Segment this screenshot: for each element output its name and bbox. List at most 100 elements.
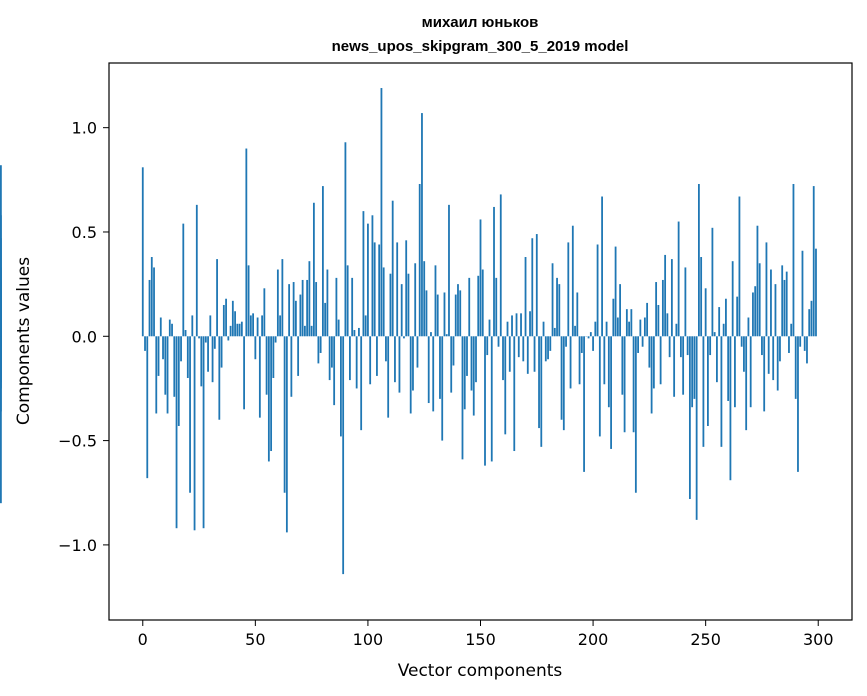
bar-259: [725, 298, 727, 337]
bar-42: [236, 323, 239, 337]
bar-85: [333, 336, 336, 406]
bar-187: [562, 336, 565, 431]
bar-221: [639, 319, 642, 337]
bar-278: [767, 336, 770, 374]
bar-undefined: [0, 336, 2, 504]
bar-13: [171, 323, 173, 337]
x-axis-label: Vector components: [398, 661, 563, 681]
bar-180: [547, 336, 549, 360]
bar-78: [317, 336, 320, 364]
bar-264: [736, 296, 739, 337]
bar-146: [470, 336, 473, 391]
bar-251: [707, 336, 709, 426]
bar-295: [806, 336, 808, 364]
bar-195: [580, 336, 583, 353]
chart-subtitle: news_upos_skipgram_300_5_2019 model: [332, 38, 629, 55]
bar-232: [664, 254, 667, 337]
bar-67: [292, 282, 295, 337]
bar-23: [193, 336, 196, 531]
bar-69: [297, 336, 300, 376]
bar-59: [274, 336, 277, 343]
bar-225: [648, 336, 651, 368]
bar-57: [270, 336, 273, 452]
bar-34: [218, 336, 221, 420]
bar-214: [623, 336, 626, 433]
bar-297: [810, 300, 813, 337]
bar-280: [772, 336, 775, 381]
bar-19: [184, 330, 187, 337]
bar-29: [207, 336, 209, 372]
bar-5: [153, 267, 155, 337]
bar-254: [713, 332, 716, 337]
bar-294: [803, 336, 806, 351]
bar-44: [240, 321, 243, 337]
bar-218: [632, 336, 635, 433]
bar-0: [141, 167, 144, 337]
bar-122: [416, 336, 419, 368]
bar-87: [337, 319, 340, 337]
bar-164: [511, 315, 513, 337]
bar-134: [443, 292, 446, 337]
bar-158: [497, 336, 500, 347]
bar-48: [249, 315, 252, 337]
y-axis-label: Components values: [14, 257, 34, 425]
bar-260: [727, 336, 730, 401]
bar-270: [749, 336, 752, 408]
bar-230: [659, 336, 662, 385]
bar-51: [256, 317, 259, 337]
bar-238: [677, 221, 680, 337]
bar-96: [358, 327, 360, 337]
bar-150: [479, 219, 482, 337]
bar-237: [675, 323, 678, 337]
x-axis-ticks: 0 50 100 150 200 250 300: [138, 620, 834, 649]
bar-190: [569, 336, 572, 389]
bar-184: [556, 277, 558, 337]
bar-9: [162, 336, 164, 360]
bar-276: [763, 336, 766, 412]
bar-217: [630, 309, 633, 337]
bar-77: [315, 282, 318, 337]
y-tick-label: 1.0: [72, 119, 97, 138]
bar-115: [400, 284, 403, 337]
bar-235: [670, 259, 673, 337]
bar-220: [637, 336, 640, 353]
bar-199: [589, 332, 592, 337]
bar-283: [779, 336, 781, 362]
bar-47: [247, 265, 250, 337]
bar-26: [200, 336, 203, 387]
bar-108: [385, 336, 387, 362]
bar-117: [405, 240, 408, 337]
bar-2: [146, 336, 149, 479]
bar-49: [252, 313, 254, 337]
x-tick-label: 250: [690, 630, 721, 649]
bar-166: [515, 313, 518, 337]
bar-65: [288, 284, 291, 337]
bar-252: [709, 336, 712, 356]
bar-274: [758, 263, 761, 337]
bar-131: [436, 294, 439, 337]
plot-frame: [108, 62, 853, 621]
bar-114: [398, 336, 401, 393]
bar-137: [450, 336, 453, 393]
bar-17: [180, 336, 182, 362]
bar-24: [195, 204, 198, 337]
bar-25: [198, 336, 200, 339]
bar-210: [614, 246, 617, 337]
bar-284: [781, 265, 784, 337]
bar-193: [576, 292, 579, 337]
bar-80: [321, 186, 324, 337]
bar-228: [655, 282, 658, 337]
bar-145: [468, 277, 471, 337]
bar-244: [691, 336, 694, 408]
bar-76: [312, 202, 315, 337]
bar-201: [594, 321, 597, 337]
bar-189: [567, 242, 570, 337]
bar-275: [761, 336, 763, 356]
bar-222: [641, 336, 644, 347]
bar-56: [267, 336, 270, 462]
bar-40: [231, 300, 234, 337]
bar-74: [308, 261, 311, 337]
bar-16: [177, 336, 180, 426]
bar-120: [412, 336, 414, 391]
bar-255: [716, 336, 718, 383]
